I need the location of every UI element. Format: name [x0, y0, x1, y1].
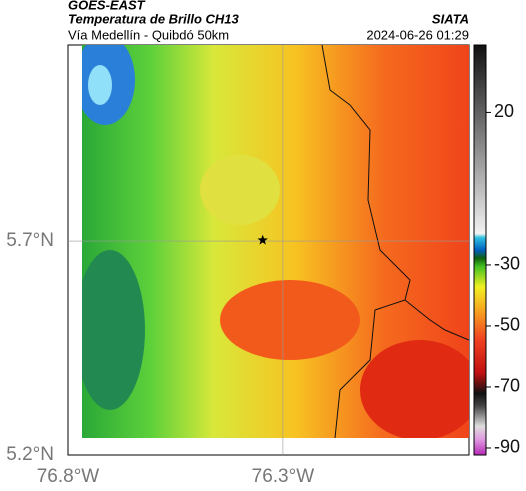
subtitle: Vía Medellín - Quibdó 50km [68, 27, 229, 42]
timestamp: 2024-06-26 01:29 [366, 27, 469, 42]
brand: SIATA [432, 11, 469, 26]
colorbar [473, 44, 487, 456]
source: GOES-EAST [68, 0, 146, 12]
imagery [82, 45, 469, 438]
colorbar-tick-label: -90 [494, 437, 520, 457]
x-tick-label: 76.3°W [252, 466, 315, 487]
x-tick-label: 76.8°W [37, 466, 100, 487]
location-marker [257, 234, 268, 245]
colorbar-tick-label: -70 [494, 376, 520, 396]
colorbar-tick-label: 20 [494, 101, 514, 121]
y-tick-label: 5.7°N [6, 230, 54, 251]
title: Temperatura de Brillo CH13 [68, 11, 240, 26]
y-tick-label: 5.2°N [6, 444, 54, 465]
colorbar-tick-label: -50 [494, 315, 520, 335]
colorbar-tick-label: -30 [494, 254, 520, 274]
